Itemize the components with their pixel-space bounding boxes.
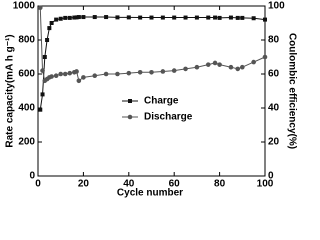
marker: [49, 21, 54, 25]
marker: [63, 15, 68, 20]
marker: [40, 92, 45, 97]
y2-tick-label: 80: [268, 35, 280, 46]
marker: [45, 38, 50, 42]
marker: [206, 15, 211, 20]
marker: [104, 15, 109, 20]
marker: [40, 68, 45, 73]
marker: [72, 15, 77, 20]
marker: [58, 16, 63, 21]
marker: [149, 70, 154, 75]
plot-frame: [37, 5, 266, 177]
marker: [81, 15, 86, 20]
marker: [205, 62, 211, 67]
legend-label: Charge: [144, 96, 179, 107]
marker: [115, 15, 120, 20]
marker: [74, 15, 79, 20]
marker: [183, 15, 188, 20]
marker: [126, 70, 132, 76]
marker: [47, 26, 52, 31]
marker: [76, 78, 82, 84]
x-tick-label: 0: [35, 179, 41, 190]
marker: [240, 64, 245, 70]
marker: [183, 66, 188, 72]
y2-tick-label: 40: [268, 103, 280, 114]
y2-tick-label: 20: [268, 137, 280, 148]
marker: [251, 59, 256, 65]
x-tick-label: 40: [123, 179, 135, 190]
marker: [67, 70, 73, 76]
y-tick-label: 800: [18, 35, 35, 46]
y-axis-label: Rate capacity(mA h g⁻¹): [5, 34, 16, 147]
y-tick-label: 400: [18, 103, 35, 114]
x-tick-label: 20: [78, 179, 90, 190]
y2-tick-label: 0: [268, 171, 274, 182]
marker: [92, 73, 98, 78]
marker: [74, 69, 79, 74]
marker: [251, 16, 256, 21]
y2-tick-label: 60: [268, 69, 280, 80]
marker: [49, 74, 54, 79]
marker: [42, 55, 47, 59]
marker: [92, 15, 97, 20]
marker: [160, 15, 165, 20]
marker: [217, 15, 222, 20]
marker: [160, 69, 166, 74]
marker: [228, 15, 233, 20]
x-tick-label: 60: [169, 179, 181, 190]
marker: [76, 15, 81, 20]
marker: [81, 75, 86, 80]
marker: [263, 17, 267, 22]
marker: [137, 70, 143, 75]
legend-marker: [128, 99, 132, 103]
marker: [126, 15, 131, 20]
x-tick-label: 100: [257, 179, 274, 190]
y-tick-label: 0: [29, 171, 35, 182]
marker: [235, 15, 240, 20]
marker: [194, 64, 200, 70]
y2-axis-label: Coulombic efficiency(%): [286, 33, 297, 149]
marker: [115, 71, 120, 77]
legend-label: Discharge: [144, 112, 193, 123]
marker: [235, 66, 241, 72]
marker: [172, 15, 177, 20]
marker: [262, 54, 268, 60]
marker: [53, 73, 59, 78]
marker: [67, 15, 72, 20]
x-axis-label: Cycle number: [117, 188, 183, 199]
marker: [149, 15, 154, 20]
marker: [228, 64, 234, 70]
marker: [194, 15, 199, 20]
marker: [54, 17, 59, 22]
marker: [38, 107, 43, 112]
marker: [62, 71, 68, 77]
marker: [217, 62, 222, 67]
marker: [58, 71, 63, 77]
y2-tick-label: 100: [268, 1, 285, 12]
marker: [240, 15, 245, 20]
legend-marker: [127, 114, 133, 120]
marker: [103, 71, 109, 77]
y-tick-label: 200: [18, 137, 35, 148]
marker: [213, 15, 218, 20]
x-tick-label: 80: [214, 179, 226, 190]
marker: [138, 15, 143, 20]
marker: [37, 5, 43, 10]
marker: [212, 60, 218, 66]
y-tick-label: 600: [18, 69, 35, 80]
marker: [171, 68, 177, 73]
y-tick-label: 1000: [13, 1, 36, 12]
chart: Cycle number Rate capacity(mA h g⁻¹) Cou…: [5, 1, 298, 199]
